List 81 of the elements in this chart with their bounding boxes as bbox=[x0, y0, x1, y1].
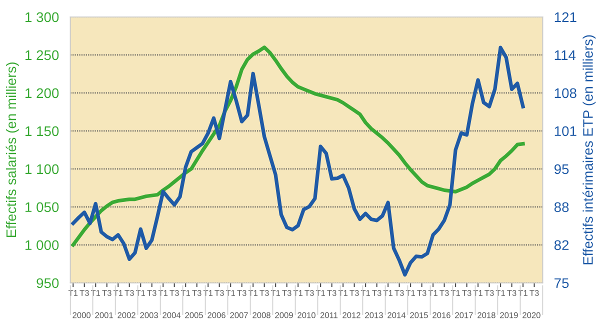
x-tick-label: T1 bbox=[473, 290, 482, 296]
y-tick-label: 950 bbox=[36, 278, 59, 288]
text: 2002 bbox=[118, 312, 136, 318]
y2-axis-title: Effectifs intérimaires ETP (en milliers) bbox=[582, 35, 596, 264]
x-tick-label: T1 bbox=[226, 290, 236, 296]
text: 2012 bbox=[342, 312, 360, 318]
x-tick-label: T1 bbox=[360, 290, 370, 296]
text: 2017 bbox=[455, 312, 473, 318]
y-tick-label: 1 050 bbox=[26, 202, 59, 212]
text: 2006 bbox=[208, 312, 226, 318]
x-tick-label: T1 bbox=[383, 290, 393, 296]
text: 2010 bbox=[298, 312, 316, 318]
x-tick-label: T1 bbox=[136, 290, 146, 296]
text: 2001 bbox=[95, 312, 113, 318]
y-tick-label: 1 250 bbox=[26, 50, 59, 60]
x-tick-label: T1 bbox=[338, 290, 348, 296]
y-tick-label: 1 000 bbox=[26, 240, 59, 250]
text: 2019 bbox=[500, 312, 518, 318]
text: 2003 bbox=[140, 312, 158, 318]
x-tick-label: T1 bbox=[293, 290, 303, 296]
y2-tick-label: 114 bbox=[554, 50, 576, 60]
text: 2008 bbox=[252, 312, 270, 318]
x-tick-label: T1 bbox=[248, 290, 258, 296]
x-tick-label: T3 bbox=[304, 290, 314, 296]
x-tick-label: T1 bbox=[113, 290, 123, 296]
x-tick-label: T3 bbox=[462, 290, 472, 296]
text: 2004 bbox=[162, 312, 181, 318]
x-tick-label: T3 bbox=[192, 290, 202, 296]
y2-tick-label: 88 bbox=[554, 202, 569, 212]
y-axis-title: Effectifs salariés (en milliers) bbox=[6, 62, 19, 238]
x-tick-label: T1 bbox=[90, 290, 100, 296]
y-tick-label: 1 150 bbox=[26, 126, 59, 136]
y2-tick-label: 95 bbox=[554, 164, 569, 174]
x-tick-label: T1 bbox=[203, 290, 213, 296]
y-tick-label: 1 300 bbox=[26, 12, 59, 22]
x-tick-label: T3 bbox=[260, 290, 269, 296]
text: 2009 bbox=[275, 312, 293, 318]
text: 2013 bbox=[365, 312, 383, 318]
x-tick-label: T1 bbox=[496, 290, 505, 296]
y2-tick-label: 75 bbox=[554, 278, 569, 288]
x-tick-label: T3 bbox=[484, 290, 494, 296]
x-tick-label: T3 bbox=[417, 290, 426, 296]
x-tick-label: T1 bbox=[316, 290, 326, 296]
x-tick-label: T3 bbox=[282, 290, 292, 296]
y2-tick-label: 108 bbox=[554, 88, 576, 98]
y-tick-label: 1 100 bbox=[26, 164, 59, 174]
y2-tick-label: 82 bbox=[554, 240, 569, 250]
x-tick-label: T3 bbox=[237, 290, 246, 296]
x-tick-label: T3 bbox=[507, 290, 516, 296]
text: 2018 bbox=[478, 312, 496, 318]
x-tick-label: T1 bbox=[450, 290, 460, 296]
x-tick-label: T3 bbox=[372, 290, 382, 296]
x-tick-label: T3 bbox=[80, 290, 89, 296]
text: 2020 bbox=[522, 312, 540, 318]
x-tick-label: T3 bbox=[214, 290, 224, 296]
x-tick-label: T1 bbox=[518, 290, 528, 296]
x-tick-label: T3 bbox=[530, 290, 539, 296]
y-tick-label: 1 200 bbox=[26, 88, 59, 98]
x-tick-label: T3 bbox=[350, 290, 359, 296]
x-tick-label: T1 bbox=[270, 290, 280, 296]
x-tick-label: T3 bbox=[170, 290, 179, 296]
x-tick-label: T1 bbox=[68, 290, 78, 296]
text: 2007 bbox=[230, 312, 248, 318]
x-tick-label: T3 bbox=[440, 290, 449, 296]
text: 2014 bbox=[388, 312, 406, 318]
text: 2000 bbox=[72, 312, 91, 318]
x-tick-label: T1 bbox=[406, 290, 416, 296]
text: 2005 bbox=[185, 312, 203, 318]
text: 2011 bbox=[320, 312, 338, 318]
x-tick-label: T3 bbox=[102, 290, 112, 296]
x-tick-label: T3 bbox=[124, 290, 134, 296]
y2-tick-label: 121 bbox=[554, 12, 576, 22]
x-tick-label: T3 bbox=[394, 290, 404, 296]
text: 2015 bbox=[410, 312, 428, 318]
x-tick-label: T1 bbox=[428, 290, 438, 296]
text: 2016 bbox=[432, 312, 450, 318]
y2-tick-label: 101 bbox=[554, 126, 576, 136]
x-tick-label: T1 bbox=[180, 290, 190, 296]
x-tick-label: T1 bbox=[158, 290, 168, 296]
x-tick-label: T3 bbox=[327, 290, 336, 296]
x-tick-label: T3 bbox=[147, 290, 156, 296]
